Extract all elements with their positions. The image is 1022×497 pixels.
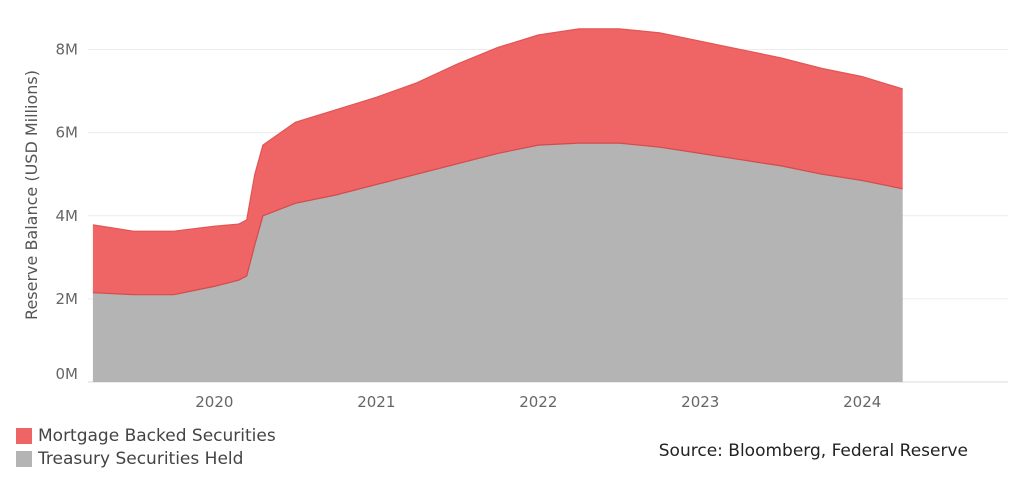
legend-item-mbs: Mortgage Backed Securities: [16, 424, 276, 447]
y-tick-label-1: 2M: [56, 290, 79, 308]
area-treasury-securities: [92, 143, 903, 382]
line-treasury-top: [92, 142, 903, 296]
x-tick-label-0: 2020: [195, 393, 233, 411]
y-axis-label: Reserve Balance (USD Millions): [22, 70, 41, 320]
x-tick-label-1: 2021: [357, 393, 395, 411]
y-axis-ticks: 0M 2M 4M 6M 8M: [56, 41, 79, 383]
line-mbs-top: [92, 28, 903, 232]
x-axis-ticks: 2020 2021 2022 2023 2024: [195, 393, 881, 411]
y-tick-label-0: 0M: [56, 365, 79, 383]
y-tick-label-4: 8M: [56, 41, 79, 59]
reserve-balance-chart: 0M 2M 4M 6M 8M 2020 2021 2022 2023 2024 Reserve …: [22, 28, 1008, 411]
area-mortgage-backed-securities: [92, 28, 903, 295]
legend-swatch-mbs: [16, 427, 32, 444]
source-note: Source: Bloomberg, Federal Reserve: [658, 441, 968, 461]
x-tick-label-2: 2022: [519, 393, 557, 411]
legend-label-mbs: Mortgage Backed Securities: [38, 425, 276, 446]
x-tick-label-3: 2023: [681, 393, 719, 411]
legend: Mortgage Backed Securities Treasury Secu…: [16, 424, 276, 470]
y-tick-label-2: 4M: [56, 207, 79, 225]
y-tick-label-3: 6M: [56, 124, 79, 142]
legend-item-treasury: Treasury Securities Held: [16, 447, 276, 470]
legend-swatch-treasury: [16, 450, 32, 467]
x-tick-label-4: 2024: [843, 393, 881, 411]
legend-label-treasury: Treasury Securities Held: [38, 448, 244, 469]
